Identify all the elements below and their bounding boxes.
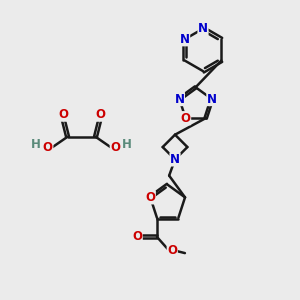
Text: N: N — [198, 22, 208, 35]
Text: O: O — [167, 244, 177, 257]
Text: O: O — [181, 112, 190, 125]
Text: H: H — [122, 139, 132, 152]
Text: O: O — [95, 108, 105, 121]
Text: N: N — [180, 33, 190, 46]
Text: O: O — [43, 141, 53, 154]
Text: O: O — [110, 141, 120, 154]
Text: N: N — [170, 153, 180, 166]
Text: N: N — [207, 93, 217, 106]
Text: N: N — [174, 93, 184, 106]
Text: O: O — [58, 108, 68, 121]
Text: O: O — [132, 230, 142, 243]
Text: H: H — [31, 139, 41, 152]
Text: O: O — [145, 191, 155, 204]
